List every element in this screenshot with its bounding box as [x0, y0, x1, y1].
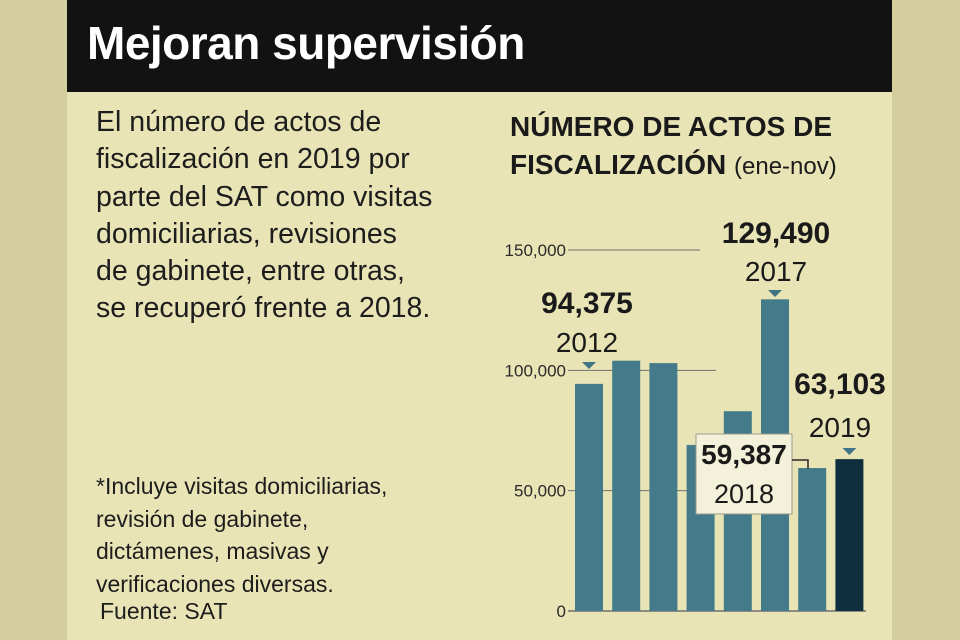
left-margin-strip: [0, 0, 67, 640]
bar: [612, 360, 641, 611]
footnote: *Incluye visitas domiciliarias, revisión…: [96, 473, 388, 597]
intro-paragraph: El número de actos de fiscalización en 2…: [96, 106, 433, 325]
marker-triangle: [768, 290, 782, 297]
chart-title: NÚMERO DE ACTOS DE FISCALIZACIÓN (ene-no…: [510, 108, 960, 186]
marker-triangle: [842, 448, 857, 455]
year-label: 2012: [556, 327, 618, 358]
bar: [575, 383, 603, 611]
value-label: 129,490: [722, 217, 830, 250]
bar: [798, 468, 827, 611]
chart-title-main: NÚMERO DE ACTOS DE FISCALIZACIÓN: [510, 111, 833, 180]
connector-line: [792, 459, 809, 469]
chart-title-sub: (ene-nov): [734, 153, 837, 180]
source-note: Fuente: SAT: [100, 598, 228, 624]
year-label: 2019: [809, 412, 871, 443]
value-label: 63,103: [794, 368, 886, 401]
y-tick-label: 150,000: [505, 241, 566, 260]
label-box: [695, 433, 793, 515]
right-margin-strip: [892, 0, 960, 640]
bar: [649, 363, 678, 611]
infographic-panel: [67, 0, 892, 640]
bar: [835, 459, 864, 611]
y-tick-label: 100,000: [505, 361, 566, 380]
year-label: 2017: [745, 256, 807, 287]
year-label: 2018: [714, 479, 774, 509]
value-label: 94,375: [541, 287, 633, 320]
y-tick-label: 0: [557, 602, 566, 621]
header-bar: Mejoran supervisión: [67, 0, 892, 92]
marker-triangle: [582, 362, 596, 369]
page-title: Mejoran supervisión: [87, 17, 525, 69]
y-tick-label: 50,000: [514, 482, 566, 501]
value-label: 59,387: [701, 439, 787, 470]
